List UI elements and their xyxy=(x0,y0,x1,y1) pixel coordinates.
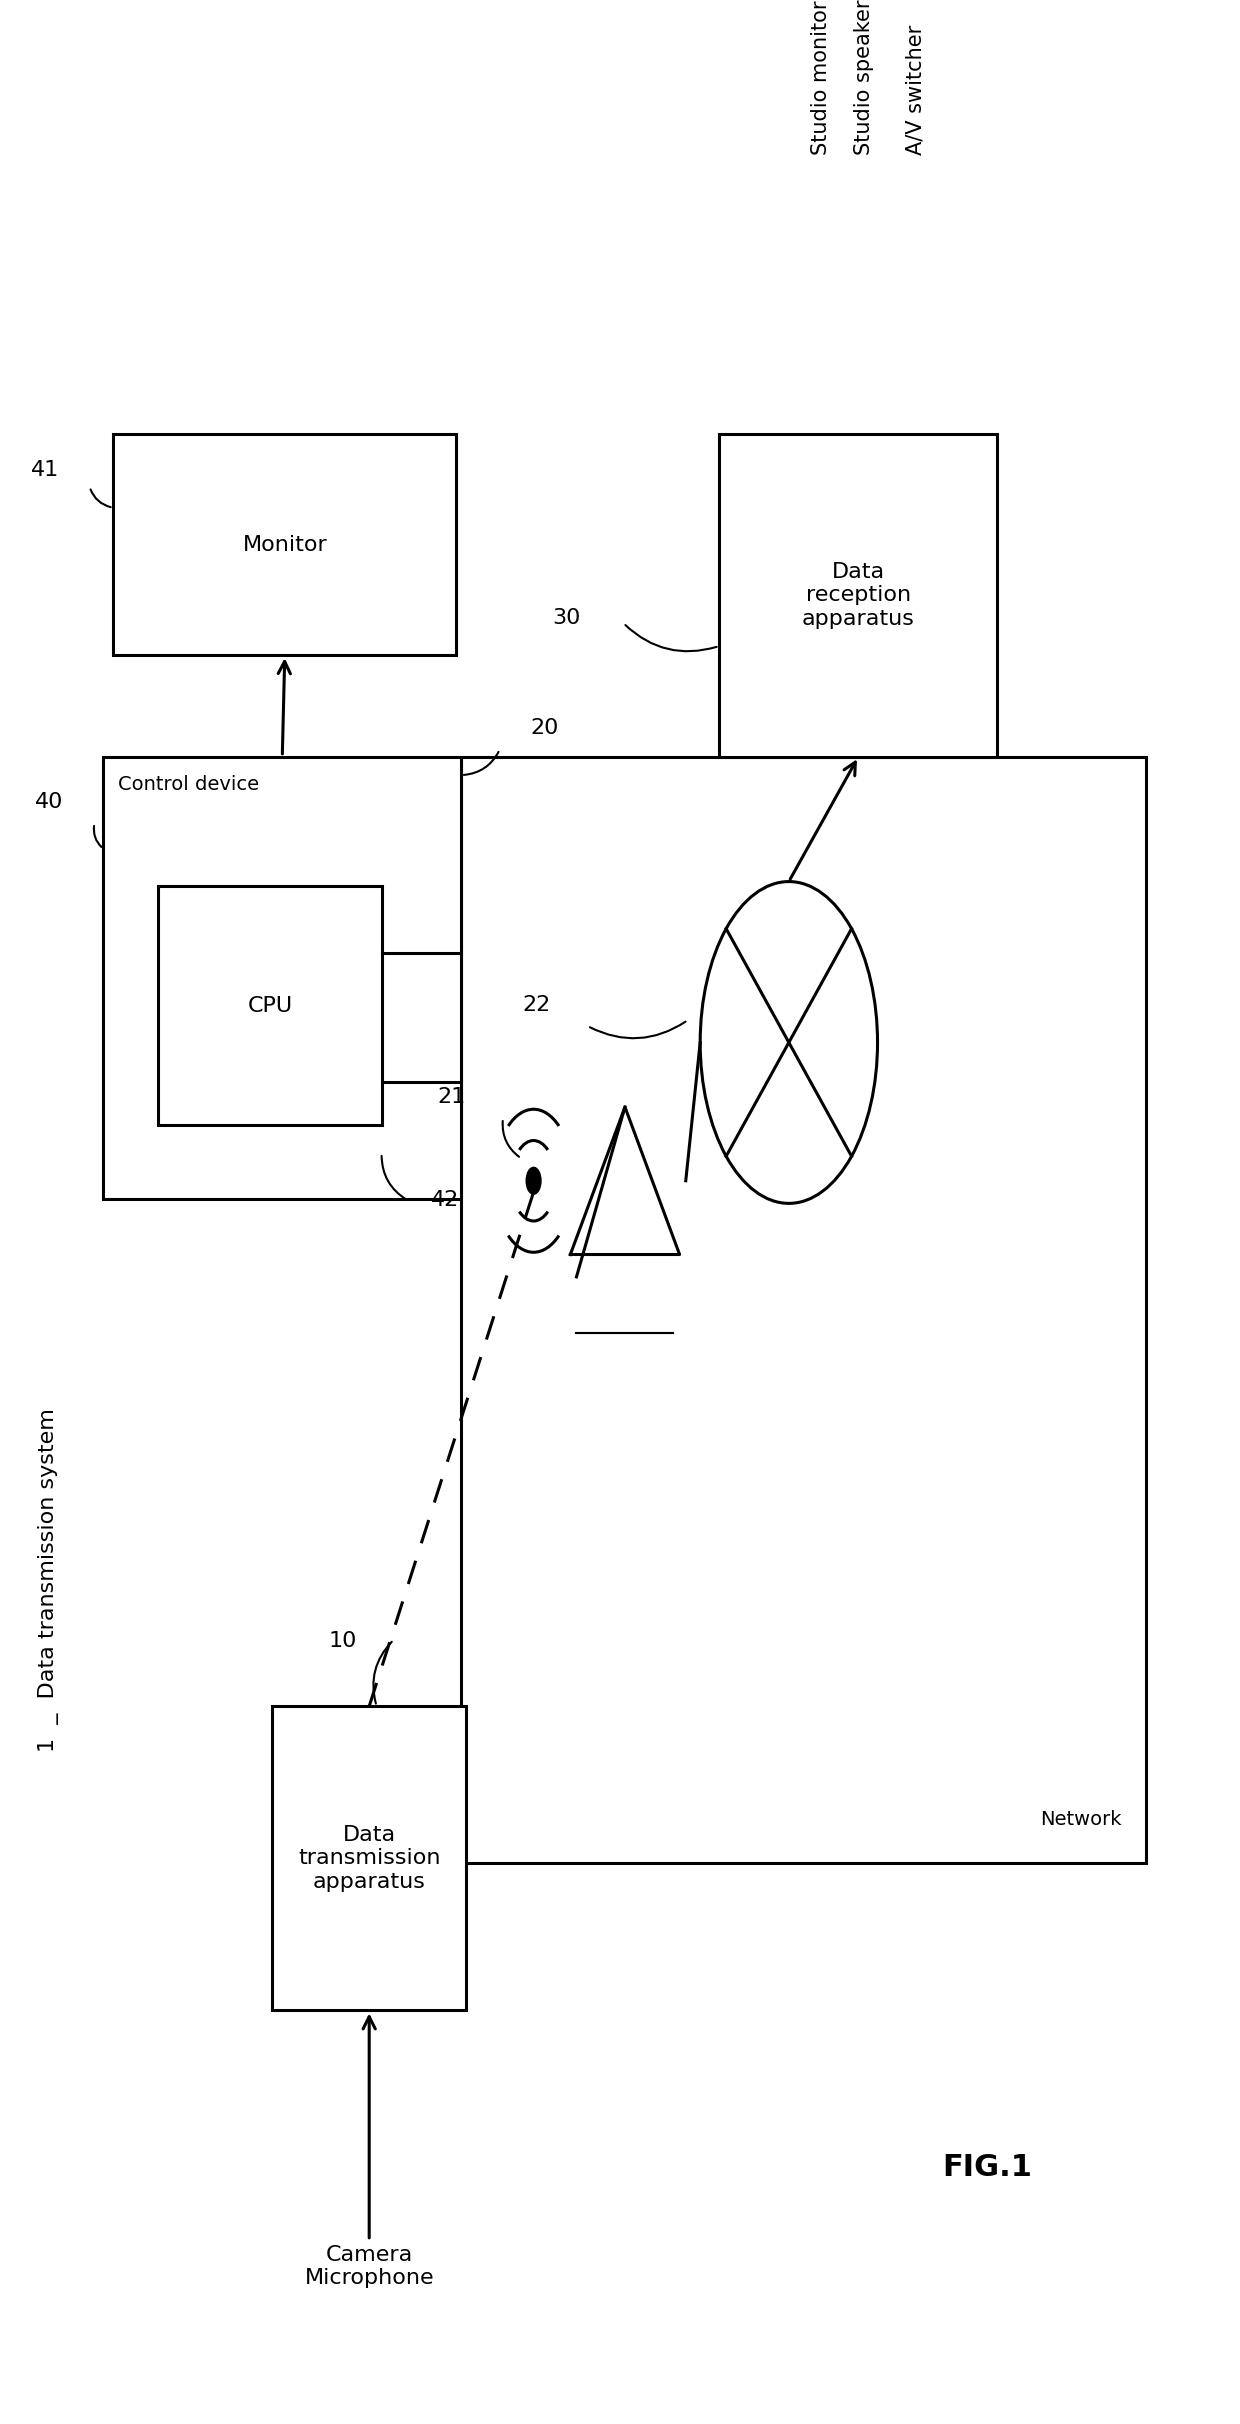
Text: 41: 41 xyxy=(31,461,58,480)
Text: Camera
Microphone: Camera Microphone xyxy=(304,2245,434,2288)
Text: 1  _  Data transmission system: 1 _ Data transmission system xyxy=(38,1408,60,1753)
Circle shape xyxy=(701,882,878,1202)
Text: 40: 40 xyxy=(36,793,63,812)
FancyBboxPatch shape xyxy=(461,756,1147,1864)
Text: 22: 22 xyxy=(522,994,551,1016)
Text: Monitor: Monitor xyxy=(242,536,327,555)
Text: Control device: Control device xyxy=(118,776,259,793)
Text: 20: 20 xyxy=(531,718,559,739)
FancyBboxPatch shape xyxy=(113,434,456,654)
Text: Studio speaker: Studio speaker xyxy=(854,0,874,155)
Text: Network: Network xyxy=(1040,1811,1122,1830)
FancyBboxPatch shape xyxy=(719,434,997,756)
Text: 42: 42 xyxy=(432,1190,460,1210)
Circle shape xyxy=(526,1168,541,1195)
Text: Data
transmission
apparatus: Data transmission apparatus xyxy=(298,1825,440,1891)
Text: FIG.1: FIG.1 xyxy=(942,2153,1033,2182)
Text: CPU: CPU xyxy=(247,996,293,1016)
Text: 10: 10 xyxy=(329,1631,357,1651)
Text: Studio monitor: Studio monitor xyxy=(811,0,831,155)
Text: 30: 30 xyxy=(552,608,580,628)
FancyBboxPatch shape xyxy=(159,885,382,1125)
FancyBboxPatch shape xyxy=(103,756,461,1200)
FancyBboxPatch shape xyxy=(273,1706,466,2009)
Text: Data
reception
apparatus: Data reception apparatus xyxy=(802,562,915,628)
Text: A/V switcher: A/V switcher xyxy=(905,24,926,155)
Text: 21: 21 xyxy=(438,1086,466,1108)
